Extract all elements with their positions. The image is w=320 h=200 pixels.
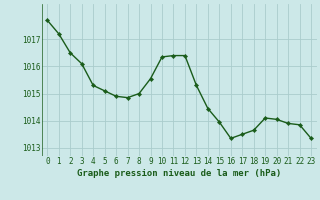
X-axis label: Graphe pression niveau de la mer (hPa): Graphe pression niveau de la mer (hPa) bbox=[77, 169, 281, 178]
